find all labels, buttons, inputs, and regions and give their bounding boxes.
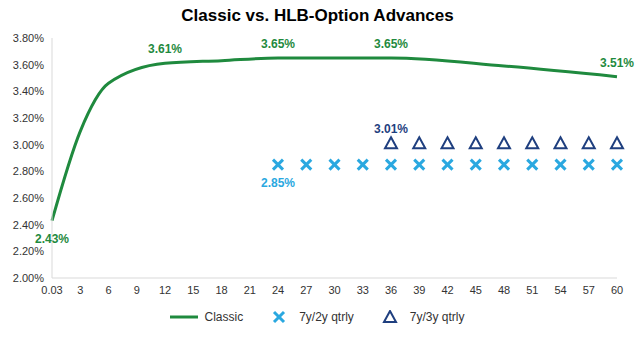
svg-text:2.43%: 2.43%: [35, 232, 69, 246]
svg-text:0.03: 0.03: [41, 284, 62, 296]
svg-text:18: 18: [215, 284, 227, 296]
svg-text:3.80%: 3.80%: [13, 32, 44, 44]
svg-text:48: 48: [498, 284, 510, 296]
svg-text:15: 15: [187, 284, 199, 296]
svg-text:3.40%: 3.40%: [13, 85, 44, 97]
svg-text:42: 42: [441, 284, 453, 296]
svg-text:36: 36: [385, 284, 397, 296]
svg-text:30: 30: [328, 284, 340, 296]
svg-text:12: 12: [159, 284, 171, 296]
svg-text:9: 9: [134, 284, 140, 296]
svg-text:21: 21: [244, 284, 256, 296]
svg-text:3.65%: 3.65%: [374, 37, 408, 51]
svg-text:27: 27: [300, 284, 312, 296]
svg-text:2.00%: 2.00%: [13, 272, 44, 284]
svg-text:54: 54: [554, 284, 566, 296]
html-text:Classic: Classic: [204, 310, 244, 324]
svg-text:6: 6: [105, 284, 111, 296]
svg-text:2.20%: 2.20%: [13, 245, 44, 257]
svg-text:51: 51: [526, 284, 538, 296]
svg-text:3: 3: [77, 284, 83, 296]
svg-text:33: 33: [357, 284, 369, 296]
svg-text:3.20%: 3.20%: [13, 112, 44, 124]
svg-text:3.65%: 3.65%: [261, 37, 295, 51]
svg-text:3.01%: 3.01%: [374, 122, 408, 136]
svg-text:24: 24: [272, 284, 284, 296]
html-text:7y/3y qtrly: 7y/3y qtrly: [409, 310, 465, 324]
svg-text:2.40%: 2.40%: [13, 219, 44, 231]
svg-text:39: 39: [413, 284, 425, 296]
svg-text:2.60%: 2.60%: [13, 192, 44, 204]
svg-text:3.00%: 3.00%: [13, 139, 44, 151]
svg-text:3.51%: 3.51%: [600, 56, 627, 70]
html-text:7y/2y qtrly: 7y/2y qtrly: [299, 310, 354, 324]
svg-text:60: 60: [611, 284, 623, 296]
html-text:Classic vs. HLB-Option Advance: Classic vs. HLB-Option Advances: [181, 6, 454, 25]
svg-text:57: 57: [583, 284, 595, 296]
svg-text:2.85%: 2.85%: [261, 176, 295, 190]
svg-text:3.60%: 3.60%: [13, 59, 44, 71]
svg-text:2.80%: 2.80%: [13, 165, 44, 177]
svg-text:45: 45: [470, 284, 482, 296]
svg-text:3.61%: 3.61%: [148, 42, 182, 56]
